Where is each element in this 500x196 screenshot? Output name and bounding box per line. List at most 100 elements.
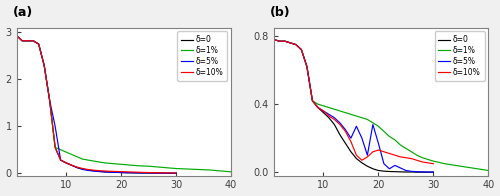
δ=1% xyxy=(200,169,206,171)
δ=1% xyxy=(63,151,69,153)
δ=10% xyxy=(168,172,173,174)
δ=1% xyxy=(486,169,492,172)
δ=5% xyxy=(36,43,42,45)
δ=10% xyxy=(320,110,326,112)
δ=5% xyxy=(80,168,86,171)
δ=5% xyxy=(310,100,316,102)
δ=1% xyxy=(190,168,196,170)
δ=0 xyxy=(298,49,304,51)
δ=1% xyxy=(36,43,42,45)
δ=1% xyxy=(271,38,277,41)
δ=10% xyxy=(30,40,36,42)
δ=0 xyxy=(332,123,338,126)
δ=10% xyxy=(90,169,96,171)
δ=1% xyxy=(46,99,52,102)
δ=1% xyxy=(288,42,294,44)
δ=5% xyxy=(74,166,80,169)
δ=0 xyxy=(376,169,382,172)
δ=1% xyxy=(414,154,420,156)
δ=1% xyxy=(469,167,475,169)
δ=10% xyxy=(337,123,343,126)
δ=0 xyxy=(146,172,152,174)
δ=5% xyxy=(398,167,404,169)
δ=1% xyxy=(124,164,130,166)
δ=10% xyxy=(414,159,420,162)
δ=1% xyxy=(458,165,464,167)
Legend: δ=0, δ=1%, δ=5%, δ=10%: δ=0, δ=1%, δ=5%, δ=10% xyxy=(434,31,484,81)
δ=5% xyxy=(403,169,409,172)
δ=0 xyxy=(381,170,387,172)
δ=10% xyxy=(310,100,316,102)
δ=10% xyxy=(332,118,338,121)
δ=10% xyxy=(376,149,382,151)
δ=10% xyxy=(112,170,118,173)
δ=1% xyxy=(217,170,223,172)
δ=1% xyxy=(30,40,36,42)
δ=1% xyxy=(293,44,299,46)
δ=1% xyxy=(304,65,310,68)
δ=10% xyxy=(326,115,332,117)
δ=5% xyxy=(102,171,107,173)
δ=5% xyxy=(24,40,30,42)
δ=0 xyxy=(282,40,288,42)
δ=0 xyxy=(80,168,86,170)
δ=1% xyxy=(359,117,365,119)
δ=0 xyxy=(107,171,113,173)
δ=0 xyxy=(348,151,354,153)
δ=10% xyxy=(107,170,113,172)
δ=1% xyxy=(96,161,102,163)
δ=1% xyxy=(173,167,179,170)
δ=0 xyxy=(19,40,25,42)
δ=1% xyxy=(370,122,376,124)
δ=1% xyxy=(90,160,96,162)
δ=1% xyxy=(102,162,107,164)
δ=10% xyxy=(348,140,354,143)
δ=1% xyxy=(342,112,348,114)
δ=5% xyxy=(381,162,387,165)
δ=0 xyxy=(392,171,398,173)
δ=1% xyxy=(447,163,453,166)
δ=10% xyxy=(425,162,431,164)
δ=0 xyxy=(162,172,168,174)
δ=10% xyxy=(140,171,146,174)
δ=10% xyxy=(282,40,288,42)
δ=1% xyxy=(80,158,86,160)
δ=10% xyxy=(96,170,102,172)
δ=0 xyxy=(337,134,343,136)
δ=5% xyxy=(19,40,25,42)
δ=0 xyxy=(118,171,124,174)
δ=5% xyxy=(420,171,426,173)
δ=1% xyxy=(398,144,404,146)
δ=10% xyxy=(129,171,135,173)
δ=1% xyxy=(442,162,448,165)
δ=5% xyxy=(173,172,179,174)
δ=5% xyxy=(112,171,118,174)
δ=0 xyxy=(342,142,348,144)
δ=1% xyxy=(403,147,409,150)
Line: δ=1%: δ=1% xyxy=(16,36,231,172)
δ=0 xyxy=(310,100,316,102)
δ=5% xyxy=(276,40,282,42)
Line: δ=10%: δ=10% xyxy=(274,40,434,164)
δ=10% xyxy=(430,162,436,165)
δ=5% xyxy=(386,168,392,170)
δ=1% xyxy=(408,151,414,153)
δ=10% xyxy=(124,171,130,173)
δ=5% xyxy=(134,172,140,174)
δ=1% xyxy=(332,108,338,110)
δ=1% xyxy=(386,135,392,138)
δ=1% xyxy=(58,149,64,151)
δ=5% xyxy=(46,99,52,102)
δ=1% xyxy=(364,118,370,121)
δ=10% xyxy=(392,154,398,156)
δ=1% xyxy=(310,100,316,102)
δ=0 xyxy=(46,99,52,102)
δ=5% xyxy=(414,171,420,173)
δ=0 xyxy=(168,172,173,174)
δ=5% xyxy=(288,42,294,44)
δ=0 xyxy=(68,164,74,166)
δ=0 xyxy=(326,117,332,119)
δ=0 xyxy=(414,171,420,173)
δ=1% xyxy=(85,159,91,161)
δ=5% xyxy=(156,172,162,174)
